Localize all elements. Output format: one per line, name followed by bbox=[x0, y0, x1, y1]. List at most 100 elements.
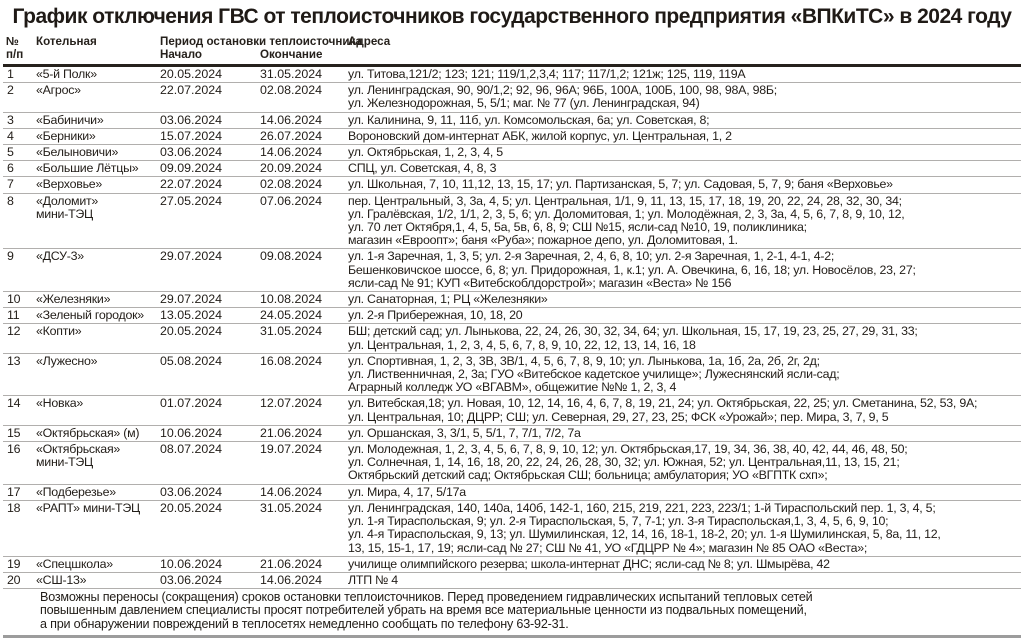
cell-end: 12.07.2024 bbox=[260, 396, 323, 411]
header-spacer bbox=[348, 48, 1021, 66]
cell-end: 02.08.2024 bbox=[260, 177, 323, 192]
cell-num: 14 bbox=[7, 396, 21, 411]
cell-num: 8 bbox=[7, 193, 14, 208]
cell-num: 16 bbox=[7, 442, 21, 457]
cell-num: 18 bbox=[7, 500, 21, 515]
cell-addresses: ул. Молодежная, 1, 2, 3, 4, 5, 6, 7, 8, … bbox=[348, 442, 908, 483]
table-row: 8 «Доломит» мини-ТЭЦ 27.05.2024 07.06.20… bbox=[3, 193, 1022, 249]
table-row: 1 «5-й Полк» 20.05.2024 31.05.2024 ул. Т… bbox=[3, 66, 1022, 83]
cell-start: 13.05.2024 bbox=[160, 308, 223, 323]
cell-boiler: «Зеленый городок» bbox=[36, 308, 144, 323]
shutdown-schedule-table: № Котельная Период остановки теплоисточн… bbox=[3, 33, 1022, 589]
cell-start: 29.07.2024 bbox=[160, 292, 223, 307]
table-row: 9 «ДСУ-3» 29.07.2024 09.08.2024 ул. 1-я … bbox=[3, 249, 1022, 292]
cell-num: 4 bbox=[7, 128, 14, 143]
table-row: 5 «Белыновичи» 03.06.2024 14.06.2024 ул.… bbox=[3, 145, 1022, 161]
cell-num: 13 bbox=[7, 353, 21, 368]
table-header: № Котельная Период остановки теплоисточн… bbox=[3, 33, 1022, 66]
cell-boiler: «Бабиничи» bbox=[36, 112, 104, 127]
cell-num: 9 bbox=[7, 249, 14, 264]
cell-start: 20.05.2024 bbox=[160, 500, 223, 515]
cell-addresses: ул. Витебская,18; ул. Новая, 10, 12, 14,… bbox=[348, 396, 978, 424]
cell-end: 16.08.2024 bbox=[260, 353, 323, 368]
cell-addresses: ул. 1-я Заречная, 1, 3, 5; ул. 2-я Зареч… bbox=[348, 249, 916, 290]
cell-start: 10.06.2024 bbox=[160, 425, 223, 440]
cell-end: 31.05.2024 bbox=[260, 500, 323, 515]
cell-boiler: «Октябрьская» мини-ТЭЦ bbox=[36, 442, 121, 470]
header-row-top: № Котельная Период остановки теплоисточн… bbox=[3, 33, 1021, 48]
cell-num: 5 bbox=[7, 145, 14, 160]
cell-end: 20.09.2024 bbox=[260, 161, 323, 176]
table-row: 4 «Берники» 15.07.2024 26.07.2024 Вороно… bbox=[3, 128, 1022, 145]
table-row: 18 «РАПТ» мини-ТЭЦ 20.05.2024 31.05.2024… bbox=[3, 500, 1022, 557]
cell-end: 24.05.2024 bbox=[260, 308, 323, 323]
document-page: График отключения ГВС от теплоисточников… bbox=[0, 5, 1024, 638]
cell-boiler: «Копти» bbox=[36, 324, 82, 339]
header-spacer bbox=[36, 48, 160, 66]
cell-boiler: «Лужесно» bbox=[36, 353, 98, 368]
cell-start: 09.09.2024 bbox=[160, 161, 223, 176]
cell-end: 14.06.2024 bbox=[260, 572, 323, 587]
cell-start: 15.07.2024 bbox=[160, 128, 223, 143]
table-row: 6 «Большие Лётцы» 09.09.2024 20.09.2024 … bbox=[3, 161, 1022, 177]
cell-start: 10.06.2024 bbox=[160, 556, 223, 571]
cell-end: 09.08.2024 bbox=[260, 249, 323, 264]
cell-end: 14.06.2024 bbox=[260, 484, 323, 499]
cell-addresses: СПЦ, ул. Советская, 4, 8, 3 bbox=[348, 161, 497, 176]
cell-end: 14.06.2024 bbox=[260, 145, 323, 160]
table-row: 17 «Подберезье» 03.06.2024 14.06.2024 ул… bbox=[3, 484, 1022, 501]
col-header-start: Начало bbox=[160, 48, 203, 61]
cell-boiler: «5-й Полк» bbox=[36, 67, 97, 81]
cell-num: 12 bbox=[7, 324, 21, 339]
cell-start: 20.05.2024 bbox=[160, 324, 223, 339]
cell-start: 03.06.2024 bbox=[160, 112, 223, 127]
cell-end: 02.08.2024 bbox=[260, 83, 323, 98]
cell-start: 20.05.2024 bbox=[160, 67, 223, 81]
table-body: 1 «5-й Полк» 20.05.2024 31.05.2024 ул. Т… bbox=[3, 66, 1022, 589]
cell-addresses: ул. Ленинградская, 90, 90/1,2; 92, 96, 9… bbox=[348, 83, 777, 111]
cell-end: 21.06.2024 bbox=[260, 556, 323, 571]
cell-start: 29.07.2024 bbox=[160, 249, 223, 264]
cell-boiler: «Верховье» bbox=[36, 177, 103, 192]
cell-end: 21.06.2024 bbox=[260, 425, 323, 440]
footnote: Возможны переносы (сокращения) сроков ос… bbox=[40, 590, 813, 631]
table-row: 16 «Октябрьская» мини-ТЭЦ 08.07.2024 19.… bbox=[3, 442, 1022, 485]
cell-num: 1 bbox=[7, 67, 14, 81]
cell-boiler: «СШ-13» bbox=[36, 572, 87, 587]
cell-num: 2 bbox=[7, 83, 14, 98]
cell-addresses: ул. Титова,121/2; 123; 121; 119/1,2,3,4;… bbox=[348, 67, 746, 81]
cell-boiler: «Берники» bbox=[36, 128, 96, 143]
cell-addresses: ЛТП № 4 bbox=[348, 572, 398, 587]
cell-addresses: ул. Октябрьская, 1, 2, 3, 4, 5 bbox=[348, 145, 503, 160]
table-row: 15 «Октябрьская» (м) 10.06.2024 21.06.20… bbox=[3, 425, 1022, 442]
cell-boiler: «РАПТ» мини-ТЭЦ bbox=[36, 500, 140, 515]
cell-addresses: ул. 2-я Прибережная, 10, 18, 20 bbox=[348, 308, 523, 323]
cell-addresses: пер. Центральный, 3, 3а, 4, 5; ул. Центр… bbox=[348, 193, 905, 248]
cell-start: 01.07.2024 bbox=[160, 396, 223, 411]
cell-boiler: «Белыновичи» bbox=[36, 145, 119, 160]
col-header-boiler: Котельная bbox=[36, 35, 97, 48]
table-row: 12 «Копти» 20.05.2024 31.05.2024 БШ; дет… bbox=[3, 324, 1022, 354]
cell-start: 03.06.2024 bbox=[160, 484, 223, 499]
table-row: 14 «Новка» 01.07.2024 12.07.2024 ул. Вит… bbox=[3, 396, 1022, 426]
cell-boiler: «Спецшкола» bbox=[36, 556, 113, 571]
cell-num: 17 bbox=[7, 484, 21, 499]
cell-end: 31.05.2024 bbox=[260, 67, 323, 81]
cell-boiler: «Агрос» bbox=[36, 83, 81, 98]
cell-end: 07.06.2024 bbox=[260, 193, 323, 208]
cell-end: 31.05.2024 bbox=[260, 324, 323, 339]
cell-start: 27.05.2024 bbox=[160, 193, 223, 208]
table-row: 7 «Верховье» 22.07.2024 02.08.2024 ул. Ш… bbox=[3, 177, 1022, 194]
cell-end: 10.08.2024 bbox=[260, 292, 323, 307]
cell-num: 11 bbox=[7, 308, 20, 323]
header-row-bottom: п/п Начало Окончание bbox=[3, 48, 1021, 66]
cell-end: 19.07.2024 bbox=[260, 442, 323, 457]
cell-start: 03.06.2024 bbox=[160, 572, 223, 587]
table-row: 19 «Спецшкола» 10.06.2024 21.06.2024 учи… bbox=[3, 556, 1022, 573]
table-row: 11 «Зеленый городок» 13.05.2024 24.05.20… bbox=[3, 308, 1022, 324]
cell-num: 20 bbox=[7, 572, 21, 587]
cell-addresses: ул. Спортивная, 1, 2, 3, 3В, 3В/1, 4, 5,… bbox=[348, 353, 840, 395]
cell-addresses: училище олимпийского резерва; школа-инте… bbox=[348, 556, 830, 571]
cell-num: 19 bbox=[7, 556, 21, 571]
cell-addresses: Вороновский дом-интернат АБК, жилой корп… bbox=[348, 128, 732, 143]
